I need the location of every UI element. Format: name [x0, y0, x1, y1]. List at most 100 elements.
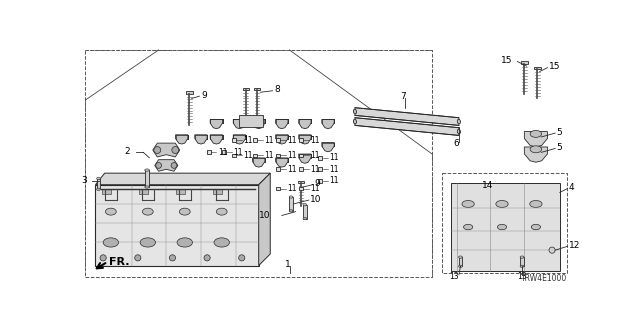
Ellipse shape	[106, 208, 116, 215]
Text: 13: 13	[449, 272, 459, 281]
Polygon shape	[299, 154, 311, 158]
Circle shape	[100, 255, 106, 261]
Bar	[102, 188, 111, 194]
Polygon shape	[195, 135, 207, 139]
Circle shape	[170, 255, 175, 261]
Ellipse shape	[530, 131, 541, 137]
Circle shape	[135, 255, 141, 261]
Circle shape	[204, 255, 210, 261]
Ellipse shape	[458, 119, 460, 124]
Bar	[276, 154, 280, 157]
Text: 5: 5	[557, 143, 563, 152]
Polygon shape	[239, 116, 263, 127]
Bar	[175, 188, 185, 194]
Polygon shape	[524, 132, 547, 147]
Text: 11: 11	[264, 136, 273, 145]
Polygon shape	[95, 173, 270, 185]
Polygon shape	[195, 135, 207, 144]
Ellipse shape	[497, 224, 507, 230]
Polygon shape	[322, 142, 334, 146]
Ellipse shape	[140, 238, 156, 247]
Polygon shape	[234, 135, 246, 144]
Text: FR.: FR.	[109, 258, 130, 268]
Bar	[318, 179, 322, 183]
Text: 1: 1	[285, 260, 291, 268]
Polygon shape	[155, 160, 178, 171]
Text: 12: 12	[569, 241, 580, 250]
Ellipse shape	[177, 238, 193, 247]
Text: 6: 6	[454, 140, 460, 148]
Polygon shape	[355, 108, 459, 125]
Polygon shape	[524, 147, 547, 162]
Text: 11: 11	[330, 153, 339, 162]
Polygon shape	[253, 158, 265, 162]
Polygon shape	[299, 119, 311, 123]
Polygon shape	[298, 181, 304, 183]
Bar	[212, 188, 221, 194]
Polygon shape	[259, 173, 270, 266]
Text: 11: 11	[310, 151, 320, 160]
Polygon shape	[254, 88, 260, 90]
Ellipse shape	[463, 224, 473, 230]
Bar	[299, 138, 303, 142]
Ellipse shape	[353, 119, 356, 124]
Polygon shape	[276, 119, 288, 129]
Bar	[232, 154, 236, 157]
Text: 4: 4	[569, 183, 575, 192]
Polygon shape	[243, 88, 249, 90]
Ellipse shape	[145, 169, 149, 171]
Ellipse shape	[216, 208, 227, 215]
Text: 11: 11	[234, 148, 243, 157]
Bar	[97, 179, 100, 189]
Ellipse shape	[303, 217, 307, 220]
Polygon shape	[451, 183, 560, 271]
Ellipse shape	[462, 201, 474, 207]
Circle shape	[239, 255, 245, 261]
Text: 13: 13	[517, 272, 527, 281]
Circle shape	[171, 163, 177, 168]
Polygon shape	[175, 135, 188, 144]
Polygon shape	[234, 119, 246, 123]
Polygon shape	[234, 119, 246, 129]
Bar	[232, 138, 236, 142]
Ellipse shape	[97, 177, 100, 180]
Ellipse shape	[530, 146, 541, 153]
Polygon shape	[534, 67, 541, 69]
Text: 11: 11	[310, 136, 320, 145]
Text: 11: 11	[310, 184, 320, 193]
Polygon shape	[299, 119, 311, 129]
Ellipse shape	[145, 186, 149, 188]
Text: 10: 10	[259, 211, 270, 220]
Ellipse shape	[97, 188, 100, 190]
Circle shape	[549, 247, 555, 253]
Text: 2: 2	[125, 147, 130, 156]
Text: 11: 11	[330, 176, 339, 185]
Polygon shape	[210, 119, 223, 129]
Text: 9: 9	[201, 91, 207, 100]
Ellipse shape	[496, 201, 508, 207]
Ellipse shape	[103, 238, 118, 247]
Text: 8: 8	[274, 85, 280, 94]
Polygon shape	[175, 135, 188, 139]
Polygon shape	[299, 154, 311, 163]
Bar	[276, 138, 280, 142]
Ellipse shape	[458, 265, 462, 268]
Polygon shape	[253, 119, 265, 123]
Polygon shape	[210, 135, 223, 139]
Ellipse shape	[531, 224, 541, 230]
Bar	[139, 188, 148, 194]
Polygon shape	[253, 119, 265, 129]
Bar	[222, 150, 226, 154]
Text: 15: 15	[501, 56, 513, 65]
Ellipse shape	[214, 238, 230, 247]
Ellipse shape	[179, 208, 190, 215]
Text: 15: 15	[549, 62, 561, 71]
Text: 11: 11	[287, 151, 297, 160]
Text: 10: 10	[310, 195, 322, 204]
Bar	[299, 187, 303, 190]
Bar	[276, 167, 280, 171]
Text: 9: 9	[314, 180, 320, 188]
Ellipse shape	[289, 210, 293, 212]
Polygon shape	[210, 135, 223, 144]
Bar	[276, 187, 280, 190]
